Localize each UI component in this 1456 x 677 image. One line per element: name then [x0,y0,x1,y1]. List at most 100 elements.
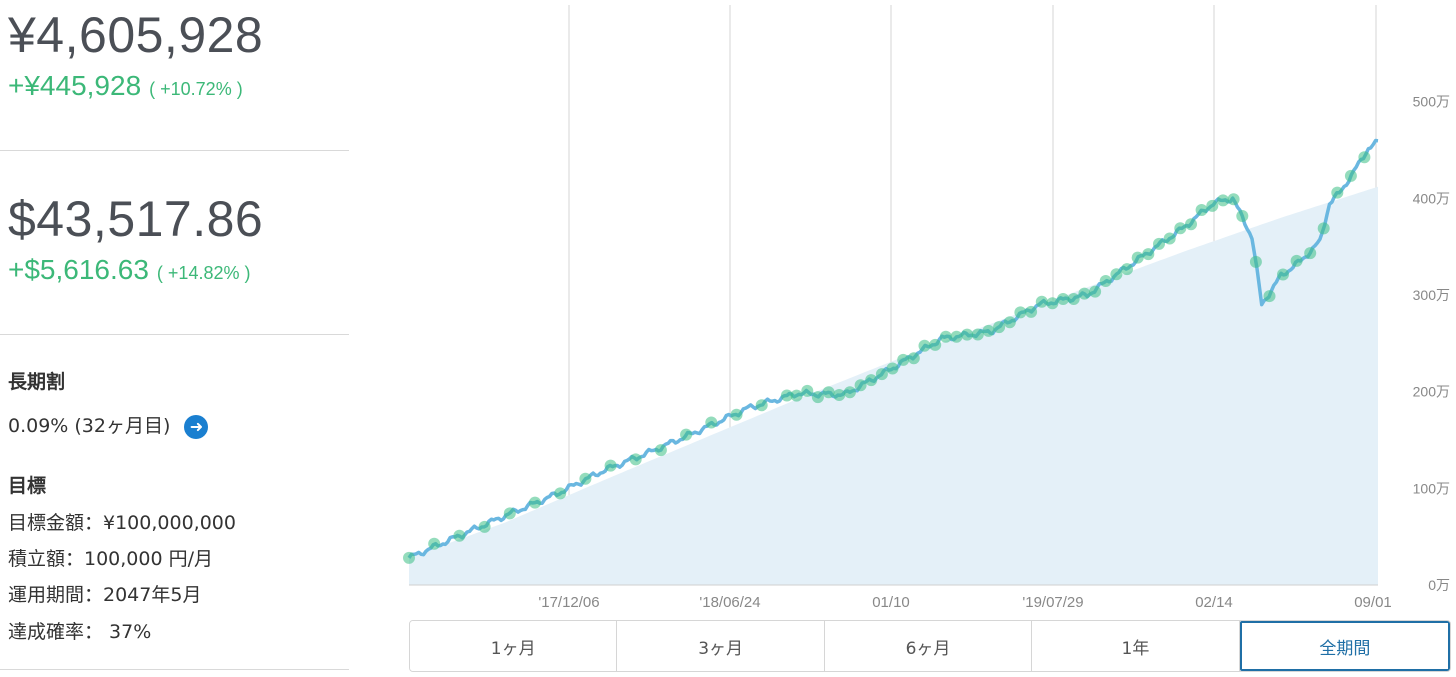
y-tick-label: 200万 [1413,384,1450,400]
x-tick-label: '17/12/06 [538,594,599,611]
goal-probability: 達成確率： 37% [8,621,152,643]
dividend-marker [993,321,1006,334]
dividend-marker [1067,293,1080,305]
x-tick-label: 01/10 [872,594,910,611]
valuation-chart: '17/12/06 '18/06/24 01/10 '19/07/29 02/14 09/… [403,5,1450,611]
dividend-marker [833,389,846,401]
jpy-change-pct: ( +10.72% ) [149,79,243,99]
dividend-marker [780,389,793,402]
dividend-marker [1317,222,1330,235]
y-axis-labels: 0万 100万 200万 300万 400万 500万 [1413,94,1450,593]
period-tabs: 1ヶ月 3ヶ月 6ヶ月 1年 全期間 [409,620,1451,672]
dividend-marker [1014,306,1027,319]
dividend-marker [1163,232,1176,245]
dividend-marker [1185,218,1197,231]
y-tick-label: 500万 [1413,94,1450,110]
dividend-marker [453,529,466,542]
usd-change: +$5,616.63 ( +14.82% ) [8,254,250,286]
divider [0,150,349,151]
long-term-discount-title: 長期割 [8,371,66,393]
dividend-marker [1263,290,1276,303]
dividend-marker [1195,204,1208,216]
dividend-marker [939,330,952,343]
dividend-marker [1078,287,1091,300]
dividend-marker [1331,186,1344,199]
dividend-marker [1358,151,1371,164]
dividend-marker [680,428,693,441]
goal-title: 目標 [8,475,47,497]
dividend-marker [1206,199,1219,212]
y-tick-label: 100万 [1413,480,1450,496]
dividend-marker [403,551,415,564]
dividend-marker [875,368,888,381]
tab-3-months[interactable]: 3ヶ月 [617,621,825,671]
dividend-marker [1153,237,1165,250]
dividend-marker [1057,293,1070,305]
usd-change-amount: +$5,616.63 [8,254,149,285]
dividend-marker [1290,254,1303,267]
dividend-marker [1089,285,1102,298]
dividend-marker [1025,305,1038,318]
x-tick-label: 09/01 [1354,594,1392,611]
long-term-discount-row: 0.09% (32ヶ月目) ➜ [8,411,209,439]
dividend-marker [843,386,856,399]
y-tick-label: 400万 [1413,190,1450,206]
dividend-marker [554,487,567,500]
dividend-marker [822,386,835,399]
dividend-marker [1131,251,1144,264]
usd-total: $43,517.86 [8,191,264,247]
dividend-marker [811,391,824,404]
goal-contribution: 積立額：100,000 円/月 [8,548,214,570]
y-tick-label: 300万 [1413,287,1450,303]
goal-period: 運用期間：2047年5月 [8,584,202,606]
long-term-discount-value: 0.09% (32ヶ月目) [8,415,171,437]
arrow-right-icon[interactable]: ➜ [184,414,209,439]
divider [0,334,349,335]
dividend-marker [1304,247,1317,260]
dividend-marker [865,374,878,387]
dividend-marker [1174,222,1187,235]
dividend-marker [428,537,441,550]
dividend-marker [982,324,995,337]
x-axis-labels: '17/12/06 '18/06/24 01/10 '19/07/29 02/14 09/… [538,594,1391,611]
dividend-marker [886,362,899,375]
dividend-marker [790,389,803,402]
dividend-marker [1227,193,1240,206]
x-tick-label: '18/06/24 [699,594,760,611]
dividend-marker [907,352,920,365]
dividend-markers [403,151,1371,564]
dividend-marker [1236,210,1249,222]
tab-1-year[interactable]: 1年 [1032,621,1240,671]
dividend-marker [730,408,743,421]
usd-change-pct: ( +14.82% ) [156,263,251,283]
dividend-marker [1046,297,1059,310]
dividend-marker [529,496,541,509]
dividend-marker [1035,295,1048,308]
dividend-marker [629,453,642,466]
dividend-marker [579,472,592,485]
dividend-marker [755,399,768,412]
dividend-marker [705,416,718,429]
dividend-marker [1217,194,1229,207]
dividend-marker [1277,268,1289,281]
dividend-marker [654,444,667,457]
dividend-marker [1121,263,1133,276]
dividend-marker [1003,316,1016,329]
tab-1-month[interactable]: 1ヶ月 [410,621,618,671]
dividend-marker [478,520,491,533]
dividend-marker [1110,268,1123,281]
dividend-marker [604,459,617,472]
tab-all-period[interactable]: 全期間 [1239,621,1450,671]
dividend-marker [503,507,516,520]
summary-panel: ¥4,605,928 +¥445,928 ( +10.72% ) $43,517.… [0,0,350,677]
dividend-marker [854,379,867,392]
x-tick-label: 02/14 [1195,594,1233,611]
dividend-marker [961,328,974,341]
x-tick-label: '19/07/29 [1022,594,1083,611]
y-tick-label: 0万 [1428,577,1450,593]
dividend-marker [1142,248,1155,261]
dividend-marker [929,338,942,351]
dividend-marker [897,353,910,366]
tab-6-months[interactable]: 6ヶ月 [824,621,1033,671]
jpy-change: +¥445,928 ( +10.72% ) [8,70,243,102]
